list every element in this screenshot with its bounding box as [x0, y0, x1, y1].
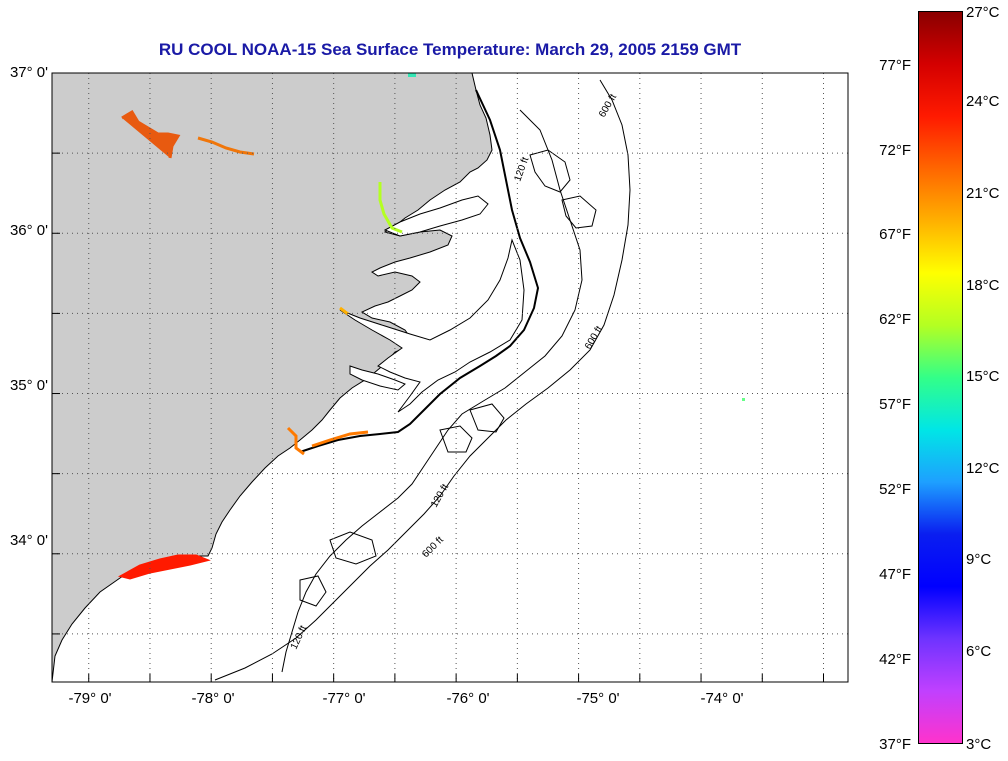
isobath-blob	[529, 149, 571, 193]
colorbar-c-label: 24°C	[966, 93, 1000, 110]
sst-patch-coast	[311, 430, 369, 448]
sst-patch-cyan	[408, 73, 416, 77]
colorbar-c-label: 15°C	[966, 368, 1000, 385]
colorbar-f-label: 77°F	[879, 57, 911, 74]
lon-label-76: -76° 0'	[446, 690, 490, 707]
sst-patch-lake	[197, 136, 255, 156]
isobath-600ft	[214, 79, 631, 681]
colorbar-f-label: 62°F	[879, 311, 911, 328]
land-mass	[51, 72, 493, 683]
isobath-blob	[439, 425, 473, 453]
outer-banks	[299, 89, 540, 453]
colorbar-c-label: 27°C	[966, 4, 1000, 21]
sst-patch-southcoast	[117, 554, 211, 580]
sst-patches	[117, 73, 745, 580]
lat-label-36: 36° 0'	[9, 222, 48, 239]
sst-patch-river2	[339, 306, 349, 316]
colorbar-f-label: 57°F	[879, 396, 911, 413]
lon-label-75: -75° 0'	[576, 690, 620, 707]
colorbar-c-label: 9°C	[966, 551, 992, 568]
lat-label-35: 35° 0'	[9, 377, 48, 394]
colorbar-f-label: 42°F	[879, 651, 911, 668]
colorbar-c-label: 18°C	[966, 277, 1000, 294]
isobath-blob	[299, 575, 327, 607]
colorbar-c-label: 6°C	[966, 643, 992, 660]
colorbar-f-label: 67°F	[879, 226, 911, 243]
colorbar-f-label: 72°F	[879, 142, 911, 159]
isobath-blob	[561, 195, 597, 229]
lon-label-77: -77° 0'	[322, 690, 366, 707]
colorbar-c-label: 21°C	[966, 185, 1000, 202]
grid-lines	[52, 72, 848, 682]
sst-patch-river	[286, 426, 305, 456]
map-frame	[51, 72, 849, 683]
neuse-river	[349, 365, 406, 391]
sst-patch-lake	[121, 109, 181, 159]
sst-patch-offshore	[742, 398, 745, 401]
colorbar-c-label: 12°C	[966, 460, 1000, 477]
isobath-120ft	[281, 109, 583, 673]
temperature-colorbar	[918, 11, 963, 744]
lat-label-34: 34° 0'	[9, 532, 48, 549]
sst-patch-green	[378, 182, 403, 234]
isobath-blob	[469, 403, 505, 433]
lat-label-37: 37° 0'	[9, 64, 48, 81]
colorbar-c-label: 3°C	[966, 736, 992, 753]
pamlico-sound	[339, 238, 525, 413]
isobath-blob	[329, 531, 377, 565]
colorbar-f-label: 47°F	[879, 566, 911, 583]
colorbar-f-label: 37°F	[879, 736, 911, 753]
lon-label-74: -74° 0'	[700, 690, 744, 707]
lon-label-78: -78° 0'	[191, 690, 235, 707]
colorbar-f-label: 52°F	[879, 481, 911, 498]
albemarle-sound	[383, 195, 489, 237]
map-title: RU COOL NOAA-15 Sea Surface Temperature:…	[158, 40, 742, 59]
lon-label-79: -79° 0'	[68, 690, 112, 707]
